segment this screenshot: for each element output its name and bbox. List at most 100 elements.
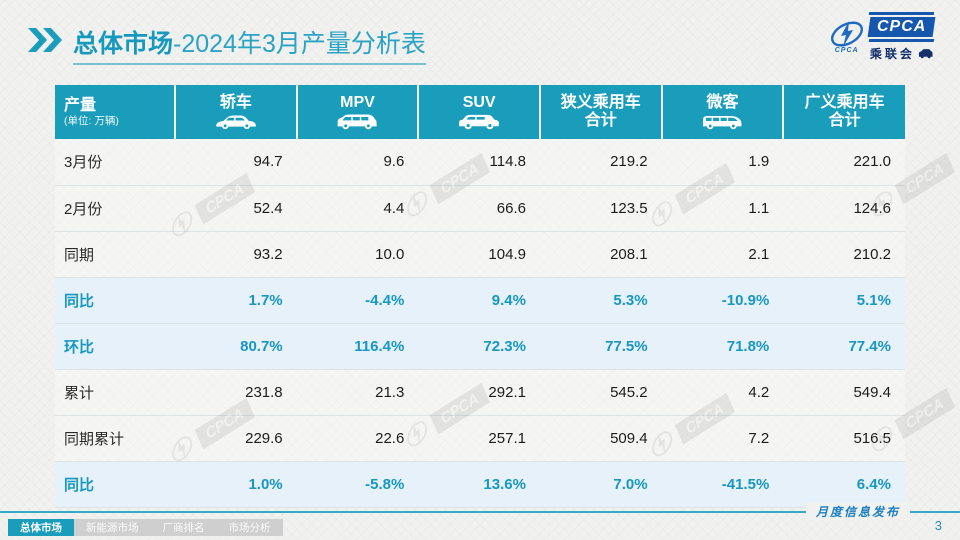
col-subtitle: (单位: 万辆) [64,114,119,127]
cell-value: 257.1 [418,415,540,462]
cell-value: 22.6 [296,415,419,462]
cell-value: 10.0 [296,231,419,278]
logo-swoosh: CPCA [828,20,866,54]
logo-small-text: CPCA [834,47,859,54]
col-title-line2: 合计 [584,112,617,129]
double-chevron-icon [28,28,62,52]
table-row: 累计 231.8 21.3 292.1 545.2 4.2 549.4 [55,369,905,416]
cell-value: 219.2 [539,139,662,186]
cell-value: 104.9 [418,231,540,278]
cell-value: 1.1 [661,185,784,232]
col-header-narrow-pv-total: 狭义乘用车 合计 [538,85,662,139]
cell-value: 221.0 [783,139,905,186]
sedan-icon [215,115,256,130]
table-row: 3月份 94.7 9.6 114.8 219.2 1.9 221.0 [55,139,905,186]
footer-divider [0,511,960,513]
cell-value: 545.2 [539,369,662,416]
cell-value: 292.1 [418,369,540,416]
cell-value: 52.4 [175,185,297,232]
table-header-row: 产量 (单位: 万辆) 轿车 MPV [55,85,905,139]
logo-acronym-flag: CPCA [867,16,936,37]
cell-value: 9.4% [418,277,540,324]
swoosh-icon [830,21,863,47]
cell-value: 231.8 [175,369,297,416]
col-title: 产量 [64,96,97,114]
cell-value: 1.7% [175,277,297,324]
mpv-icon [338,114,378,130]
tab-manufacturer-ranking[interactable]: 厂商排名 [150,519,217,536]
cell-value: 509.4 [539,415,662,462]
col-header-sedan: 轿车 [174,85,297,139]
page-number: 3 [934,518,942,533]
cell-value: 4.2 [661,369,784,416]
logo-flag: CPCA 乘联会 [867,12,936,62]
cell-value: 210.2 [783,231,905,278]
col-title: 狭义乘用车 [560,94,641,111]
row-label: 同期 [55,231,175,278]
table-row: 同期累计 229.6 22.6 257.1 509.4 7.2 516.5 [55,415,905,462]
cell-value: 5.1% [783,277,905,324]
table-body: 3月份 94.7 9.6 114.8 219.2 1.9 221.0 2月份 52.4 4.4 66… [55,139,905,508]
cell-value: 229.6 [175,415,297,462]
cell-value: 13.6% [418,461,540,508]
cell-value: 72.3% [418,323,540,370]
col-title: 微客 [706,94,739,111]
row-label: 累计 [55,369,175,416]
cell-value: 6.4% [783,461,905,508]
logo-car-icon [918,49,933,59]
cell-value: 5.3% [539,277,662,324]
tab-market-analysis[interactable]: 市场分析 [216,519,283,536]
cell-value: 516.5 [783,415,905,462]
logo-stripe-top [868,12,935,15]
col-title: 广义乘用车 [804,94,885,111]
cell-value: 2.1 [661,231,784,278]
col-title: 轿车 [219,94,252,111]
cell-value: 124.6 [783,185,905,232]
page-title: 总体市场-2024年3月产量分析表 [73,24,426,65]
cell-value: -10.9% [661,277,784,324]
table-row: 同期 93.2 10.0 104.9 208.1 2.1 210.2 [55,231,905,278]
tab-nev-market[interactable]: 新能源市场 [74,519,151,536]
title-section: 总体市场 [73,30,174,58]
cell-value: 66.6 [418,185,540,232]
cell-value: 116.4% [296,323,419,370]
cell-value: 1.9 [661,139,784,186]
cell-value: 1.0% [175,461,297,508]
cell-value: 94.7 [175,139,297,186]
cell-value: 7.2 [661,415,784,462]
row-label: 3月份 [55,139,175,186]
col-header-broad-pv-total: 广义乘用车 合计 [782,85,905,139]
slide-header: 总体市场-2024年3月产量分析表 [28,24,426,65]
cell-value: 9.6 [296,139,419,186]
cell-value: 71.8% [661,323,784,370]
cpca-logo: CPCA CPCA 乘联会 [828,12,936,62]
cell-value: 93.2 [175,231,297,278]
row-label: 2月份 [55,185,175,232]
col-title: MPV [340,94,375,111]
col-title-line2: 合计 [828,112,861,129]
microvan-icon [703,116,742,130]
logo-acronym: CPCA [876,17,926,35]
table-row: 环比 80.7% 116.4% 72.3% 77.5% 71.8% 77.4% [55,323,905,370]
cell-value: 80.7% [175,323,297,370]
col-header-microvan: 微客 [660,85,784,139]
table-row: 2月份 52.4 4.4 66.6 123.5 1.1 124.6 [55,185,905,232]
row-label: 同比 [55,277,175,324]
title-rest: -2024年3月产量分析表 [173,30,426,58]
row-label: 同期累计 [55,415,175,462]
cell-value: 21.3 [296,369,419,416]
cell-value: 77.5% [539,323,662,370]
logo-cn-row: 乘联会 [869,45,934,62]
tab-overall-market[interactable]: 总体市场 [8,519,74,536]
logo-cn-text: 乘联会 [869,47,915,61]
cell-value: 77.4% [783,323,905,370]
suv-icon [459,114,499,130]
cell-value: -41.5% [661,461,784,508]
section-tabs: 总体市场 新能源市场 厂商排名 市场分析 [8,519,283,536]
table-row: 同比 1.0% -5.8% 13.6% 7.0% -41.5% 6.4% [55,461,905,508]
cell-value: 7.0% [539,461,662,508]
cell-value: -5.8% [296,461,419,508]
cell-value: 123.5 [539,185,662,232]
cell-value: 114.8 [418,139,540,186]
col-title: SUV [462,94,496,111]
